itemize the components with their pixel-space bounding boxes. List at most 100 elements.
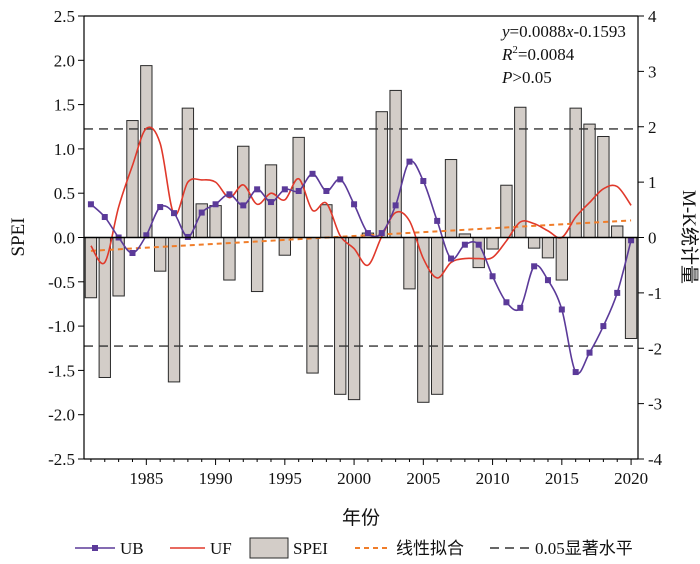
x-axis-label: 年份: [342, 507, 380, 529]
y-tick-label: -0.5: [48, 273, 75, 292]
x-tick-label: 1990: [199, 469, 233, 488]
annotation-r-squared: R2=0.0084: [501, 44, 575, 64]
bar-2017: [583, 123, 596, 238]
bar-2013: [527, 237, 541, 249]
axes: 1985 1990 1995 2000 2005 2010 2015 2020 -2.5 -2.0…: [48, 7, 663, 488]
ub-point-2020: [628, 237, 635, 244]
ub-point-1991: [226, 191, 233, 198]
ub-point-2010: [489, 273, 496, 280]
y-tick-label: 2.5: [54, 7, 75, 26]
bar-2006: [430, 237, 444, 395]
legend-item-spei: SPEI: [249, 537, 328, 559]
ub-point-2009: [475, 241, 482, 248]
legend-uf-label: UF: [210, 539, 232, 558]
ub-point-2005: [420, 178, 427, 185]
bar-2014: [541, 237, 555, 259]
y-tick-label: 1.5: [54, 96, 75, 115]
y2-tick-label: 0: [648, 229, 657, 248]
bar-2005: [417, 237, 430, 403]
x-tick-label: 1985: [129, 469, 163, 488]
ub-point-2017: [586, 349, 593, 356]
bar-2015: [555, 237, 569, 281]
ub-point-2008: [461, 241, 468, 248]
ub-point-1992: [240, 202, 247, 209]
ub-point-1997: [309, 170, 316, 177]
x-tick-label: 2015: [545, 469, 579, 488]
ub-line: [90, 160, 632, 375]
x-tick-label: 2020: [614, 469, 648, 488]
bar-2002: [375, 111, 388, 238]
ub-point-2013: [531, 263, 538, 270]
x-tick-label: 2010: [476, 469, 510, 488]
mk-lines: [87, 126, 635, 376]
ub-point-1993: [254, 186, 261, 193]
ub-point-2001: [364, 230, 371, 237]
y-tick-label: 2.0: [54, 51, 75, 70]
legend-item-uf: UF: [170, 539, 232, 558]
legend-significance-label: 0.05显著水平: [535, 539, 633, 558]
bar-1982: [98, 237, 111, 378]
y2-tick-label: 2: [648, 118, 657, 137]
legend-item-trend: 线性拟合: [355, 539, 464, 558]
bar-1986: [153, 237, 167, 272]
legend-ub-label: UB: [120, 539, 144, 558]
ub-point-2004: [406, 158, 413, 165]
trend-line-group: [90, 219, 632, 252]
significance-lines: [84, 128, 638, 347]
ub-point-2011: [503, 299, 510, 306]
bar-1999: [334, 237, 347, 395]
ub-point-1986: [157, 204, 164, 211]
y2-tick-label: -3: [648, 395, 662, 414]
y2-tick-label: 1: [648, 173, 657, 192]
ub-point-1996: [295, 187, 302, 194]
ub-point-1984: [129, 250, 136, 257]
y-tick-label: -2.0: [48, 406, 75, 425]
y-tick-label: -2.5: [48, 450, 75, 469]
ub-point-2014: [544, 277, 551, 284]
ub-point-1981: [87, 201, 94, 208]
bar-1985: [140, 65, 153, 238]
bar-1993: [250, 237, 264, 293]
ub-point-2012: [517, 304, 524, 311]
annotation-p-value: P>0.05: [501, 68, 552, 87]
ub-point-2002: [378, 230, 385, 237]
bar-1988: [181, 107, 195, 238]
bar-2004: [403, 237, 416, 290]
y2-tick-label: -1: [648, 284, 662, 303]
ub-point-2003: [392, 202, 399, 209]
bar-2000: [347, 237, 361, 401]
ub-point-1990: [212, 201, 219, 208]
y2-tick-label: 3: [648, 62, 657, 81]
ub-point-1995: [281, 186, 288, 193]
bar-2010: [486, 237, 499, 250]
annotation-equation: y=0.0088x-0.1593: [500, 22, 626, 41]
bar-2020: [624, 237, 638, 340]
ub-point-1982: [101, 214, 108, 221]
y-tick-label: 0.5: [54, 184, 75, 203]
ub-point-1987: [171, 210, 178, 217]
x-tick-label: 1995: [268, 469, 302, 488]
y-tick-label: 0.0: [54, 229, 75, 248]
ub-point-2018: [600, 323, 607, 330]
bar-1990: [209, 205, 222, 239]
x-tick-label: 2000: [337, 469, 371, 488]
ub-point-1999: [337, 176, 344, 183]
legend-ub-marker: [92, 545, 98, 551]
bar-1997: [306, 237, 319, 374]
bar-1983: [112, 237, 125, 297]
legend-trend-label: 线性拟合: [396, 539, 464, 558]
x-tick-label: 2005: [406, 469, 440, 488]
bar-2019: [611, 225, 624, 238]
bar-2007: [444, 159, 458, 238]
y2-tick-label: 4: [648, 7, 657, 26]
legend: UB UF SPEI 线性拟合 0.05显著水平: [75, 537, 633, 559]
legend-spei-swatch: [249, 537, 289, 559]
y-tick-label: -1.0: [48, 317, 75, 336]
ub-point-1985: [143, 232, 150, 239]
legend-spei-label: SPEI: [293, 539, 328, 558]
y-axis-label: SPEI: [8, 217, 29, 256]
ub-point-2000: [351, 201, 358, 208]
legend-item-significance: 0.05显著水平: [490, 539, 633, 558]
ub-point-2007: [448, 255, 455, 262]
